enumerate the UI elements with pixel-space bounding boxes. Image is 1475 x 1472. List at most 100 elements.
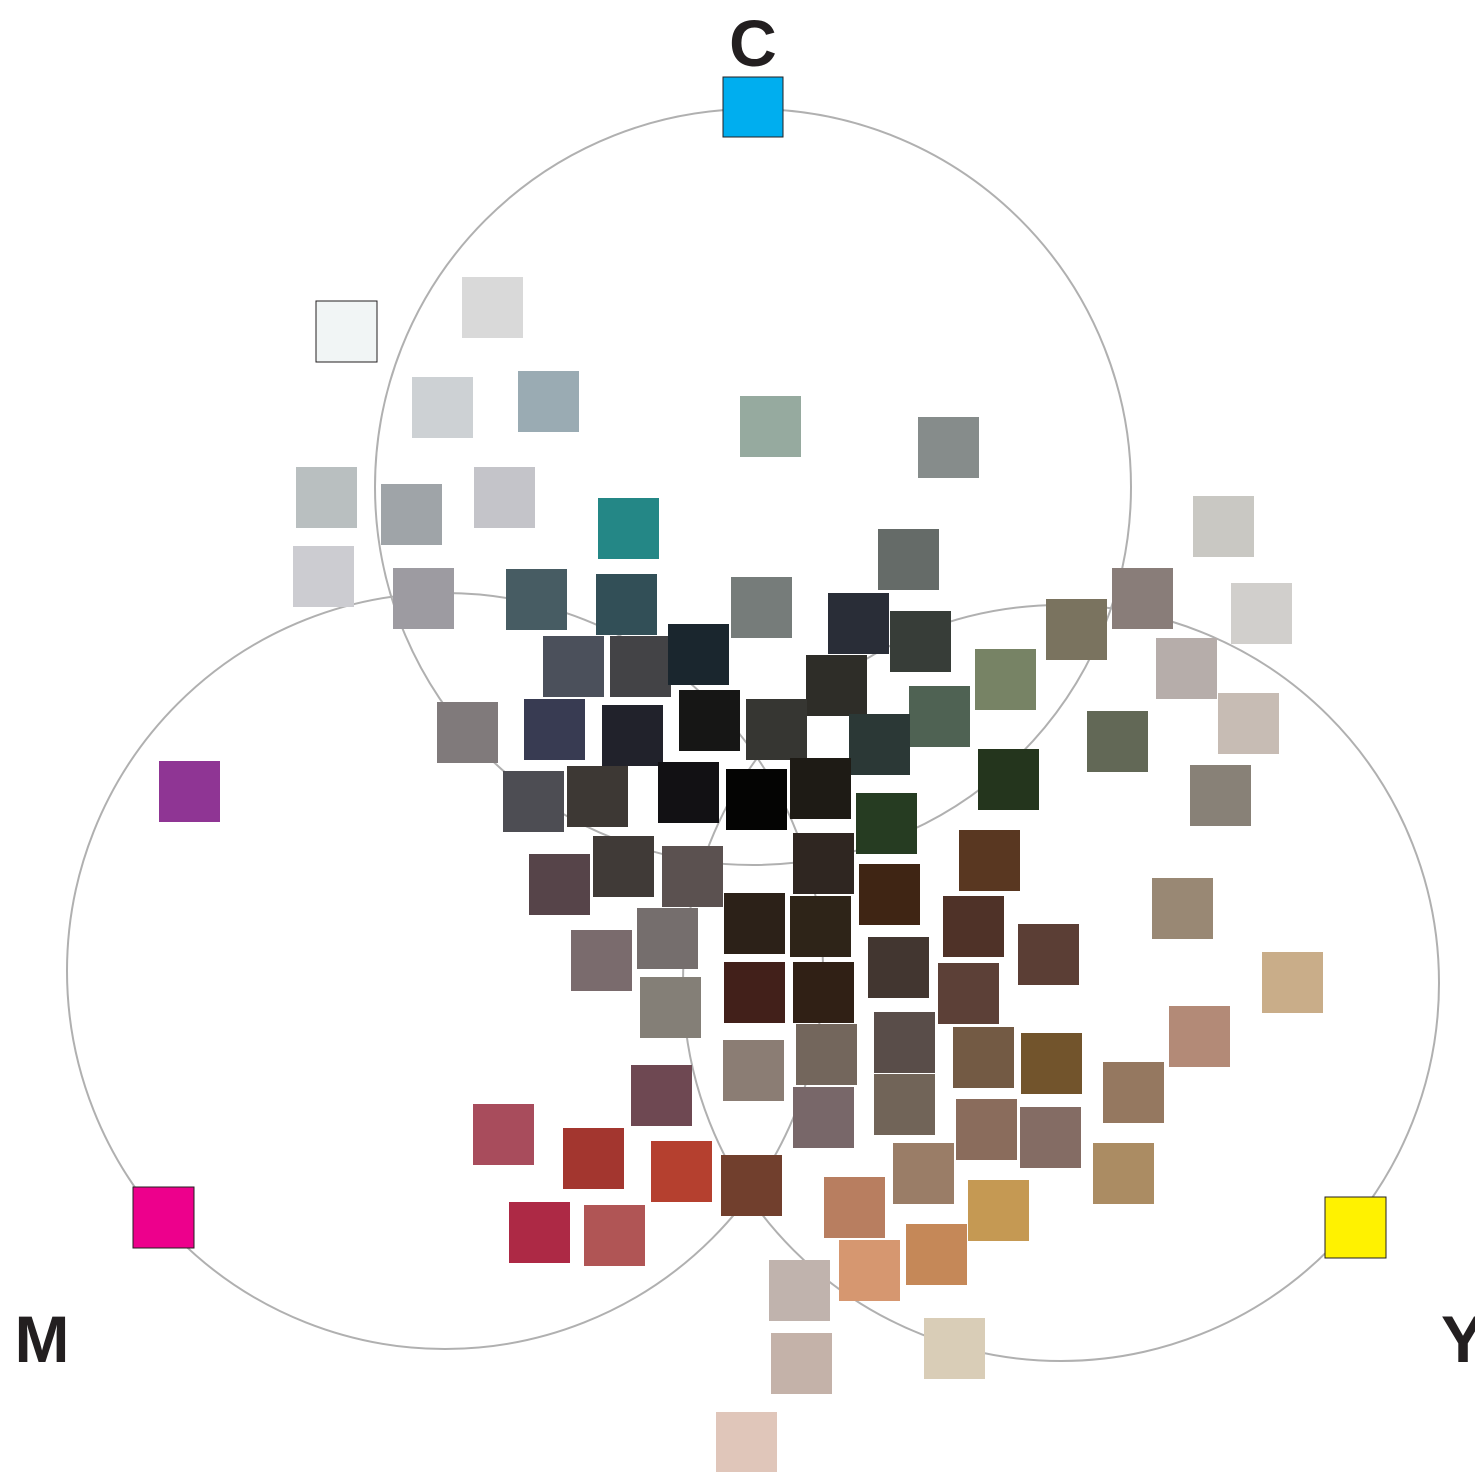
color-swatch [793,833,854,894]
color-swatch [1169,1006,1230,1067]
color-swatch [640,977,701,1038]
cyan-primary-swatch [722,76,784,138]
color-swatch [874,1074,935,1135]
color-swatch [563,1128,624,1189]
color-swatch [723,1040,784,1101]
color-swatch [651,1141,712,1202]
color-swatch [956,1099,1017,1160]
color-swatch [790,896,851,957]
color-swatch [473,1104,534,1165]
color-swatch [890,611,951,672]
color-swatch [839,1240,900,1301]
color-swatch [790,758,851,819]
color-swatch [975,649,1036,710]
color-swatch [412,377,473,438]
color-swatch [1193,496,1254,557]
color-swatch [679,690,740,751]
color-swatch [849,714,910,775]
color-swatch [1093,1143,1154,1204]
color-swatch [874,1012,935,1073]
color-swatch [596,574,657,635]
color-swatch [878,529,939,590]
color-swatch [769,1260,830,1321]
label-c: C [729,6,777,80]
color-swatch [293,546,354,607]
color-swatch [529,854,590,915]
color-swatch [506,569,567,630]
color-swatch [793,962,854,1023]
color-swatch [824,1177,885,1238]
color-swatch [132,1186,195,1249]
color-swatch [462,277,523,338]
color-swatch [859,864,920,925]
color-swatch [571,930,632,991]
color-swatch [1324,1196,1387,1259]
color-swatch [1087,711,1148,772]
color-swatch [856,793,917,854]
color-swatch [771,1333,832,1394]
color-swatch [924,1318,985,1379]
color-swatch [662,846,723,907]
color-swatch [1046,599,1107,660]
color-swatch [584,1205,645,1266]
color-swatch [598,498,659,559]
color-swatch [1021,1033,1082,1094]
color-swatch [1231,583,1292,644]
color-swatch [793,1087,854,1148]
color-swatch [637,908,698,969]
color-swatch [474,467,535,528]
color-swatch [953,1027,1014,1088]
color-swatch [828,593,889,654]
color-swatch [716,1412,777,1472]
color-swatch [543,636,604,697]
color-swatch [1190,765,1251,826]
color-swatch [978,749,1039,810]
label-m: M [15,1302,70,1376]
label-y: Y [1441,1302,1475,1376]
color-swatch [602,705,663,766]
color-swatch [658,762,719,823]
color-swatch [918,417,979,478]
color-swatch [567,766,628,827]
color-swatch [1020,1107,1081,1168]
color-swatch [1112,568,1173,629]
color-swatch [906,1224,967,1285]
color-swatch [393,568,454,629]
color-swatch [1262,952,1323,1013]
color-swatch [1103,1062,1164,1123]
color-swatch [893,1143,954,1204]
color-swatch [726,769,787,830]
color-swatch [315,300,378,363]
color-swatch [437,702,498,763]
color-swatch [159,761,220,822]
color-swatch [1018,924,1079,985]
color-swatch [959,830,1020,891]
color-swatch [610,636,671,697]
color-swatch [668,624,729,685]
color-swatch [518,371,579,432]
color-swatch [503,771,564,832]
swatches-layer [132,277,1387,1472]
color-swatch [593,836,654,897]
color-swatch [909,686,970,747]
color-swatch [724,893,785,954]
color-swatch [724,962,785,1023]
color-swatch [509,1202,570,1263]
color-swatch [938,963,999,1024]
color-swatch [806,655,867,716]
color-swatch [746,699,807,760]
color-swatch [1152,878,1213,939]
color-swatch [943,896,1004,957]
color-swatch [296,467,357,528]
color-swatch [868,937,929,998]
color-swatch [968,1180,1029,1241]
color-swatch [1156,638,1217,699]
color-swatch [796,1024,857,1085]
color-swatch [740,396,801,457]
color-swatch [524,699,585,760]
color-swatch [381,484,442,545]
color-swatch [731,577,792,638]
color-swatch [631,1065,692,1126]
color-swatch [721,1155,782,1216]
